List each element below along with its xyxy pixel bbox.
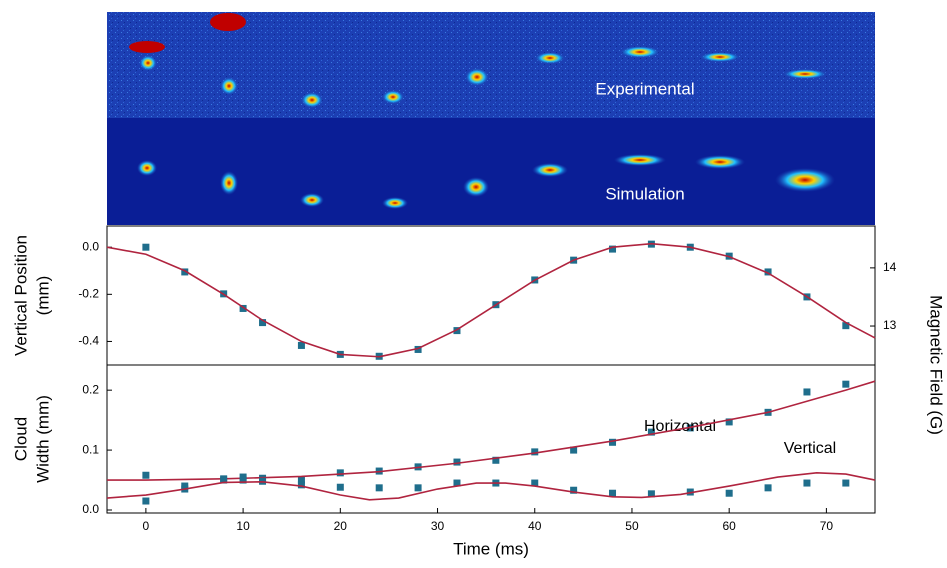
series-label: Vertical	[784, 440, 836, 457]
data-point	[492, 456, 500, 464]
data-point	[297, 476, 305, 484]
image-label: Experimental	[595, 79, 694, 98]
y-axis-title: Vertical Position	[11, 235, 30, 356]
data-point	[531, 448, 539, 456]
data-point	[725, 418, 733, 426]
y-axis-title: Width (mm)	[33, 395, 52, 483]
data-point	[609, 438, 617, 446]
y-axis-title: (mm)	[33, 276, 52, 316]
data-point	[181, 268, 189, 276]
x-tick-label: 0	[143, 519, 150, 533]
y2-tick-label: 13	[883, 318, 897, 332]
x-tick-label: 20	[334, 519, 348, 533]
fit-line	[106, 242, 876, 358]
data-point	[414, 484, 422, 492]
simulation-image: Simulation	[107, 118, 875, 225]
data-point	[842, 479, 850, 487]
data-point	[647, 490, 655, 498]
y-tick-label: -0.2	[78, 286, 99, 300]
plot-frame	[106, 364, 876, 514]
y-tick-label: 0.2	[82, 382, 99, 396]
experimental-image: Experimental	[107, 12, 875, 118]
x-tick-label: 10	[236, 519, 250, 533]
y-tick-label: 0.1	[82, 442, 99, 456]
data-point	[842, 380, 850, 388]
y2-axis-title: Magnetic Field (G)	[927, 295, 946, 435]
data-point	[764, 268, 772, 276]
data-point	[609, 245, 617, 253]
data-point	[220, 476, 228, 484]
data-point	[142, 471, 150, 479]
x-axis-title: Time (ms)	[453, 539, 529, 558]
data-point	[414, 345, 422, 353]
data-point	[609, 489, 617, 497]
x-tick-label: 60	[722, 519, 736, 533]
data-point	[142, 497, 150, 505]
y-axis-title: Cloud	[11, 417, 30, 461]
data-point	[142, 243, 150, 251]
x-tick-label: 40	[528, 519, 542, 533]
data-point	[297, 481, 305, 489]
fit-line	[106, 472, 876, 501]
data-point	[259, 319, 267, 327]
x-tick-label: 70	[820, 519, 834, 533]
data-point	[570, 486, 578, 494]
data-point	[803, 388, 811, 396]
data-point	[336, 469, 344, 477]
y-tick-label: 0.0	[82, 239, 99, 253]
data-point	[336, 483, 344, 491]
data-point	[531, 479, 539, 487]
data-point	[453, 327, 461, 335]
data-point	[375, 484, 383, 492]
fit-line	[107, 380, 876, 481]
data-point	[453, 479, 461, 487]
y-tick-label: 0.0	[82, 502, 99, 516]
data-point	[570, 446, 578, 454]
image-label: Simulation	[605, 184, 684, 203]
series-label: Horizontal	[644, 418, 716, 435]
data-point	[453, 458, 461, 466]
data-point	[842, 322, 850, 330]
y2-tick-label: 14	[883, 260, 897, 274]
data-point	[803, 479, 811, 487]
data-point	[239, 476, 247, 484]
y-tick-label: -0.4	[78, 334, 99, 348]
data-point	[647, 428, 655, 436]
data-point	[297, 341, 305, 349]
data-point	[764, 484, 772, 492]
data-point	[725, 489, 733, 497]
x-tick-label: 50	[625, 519, 639, 533]
data-point	[239, 304, 247, 312]
x-tick-label: 30	[431, 519, 445, 533]
